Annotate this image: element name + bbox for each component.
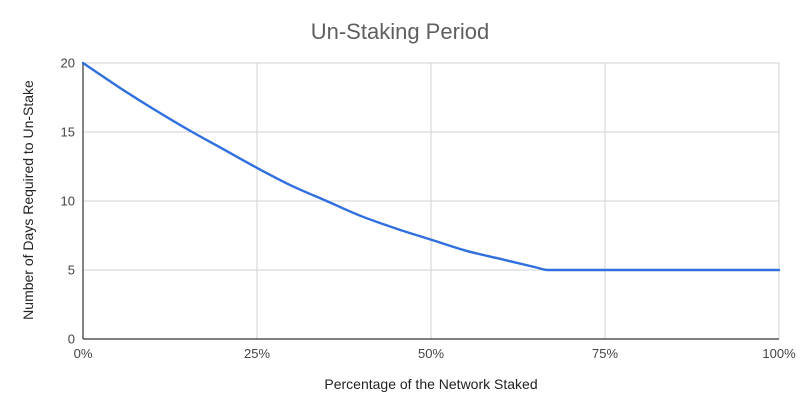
x-tick-label: 75% [592, 346, 618, 361]
x-tick-label: 100% [762, 346, 796, 361]
series-layer [81, 61, 781, 272]
x-axis-title: Percentage of the Network Staked [324, 376, 537, 392]
x-tick-label: 50% [418, 346, 444, 361]
y-tick-label: 15 [61, 125, 75, 140]
y-tick-label: 20 [61, 56, 75, 71]
y-axis-title: Number of Days Required to Un-Stake [20, 80, 36, 320]
series-line [81, 61, 781, 272]
x-tick-label: 0% [74, 346, 93, 361]
y-tick-label: 0 [68, 332, 75, 347]
tick-layer: 0 5 10 15 20 0% 25% 50% 75% 100% [61, 56, 797, 362]
x-tick-label: 25% [244, 346, 270, 361]
axis-layer [82, 63, 779, 340]
y-tick-label: 10 [61, 194, 75, 209]
y-tick-label: 5 [68, 263, 75, 278]
grid-layer [83, 62, 780, 339]
chart-title: Un-Staking Period [311, 19, 490, 44]
